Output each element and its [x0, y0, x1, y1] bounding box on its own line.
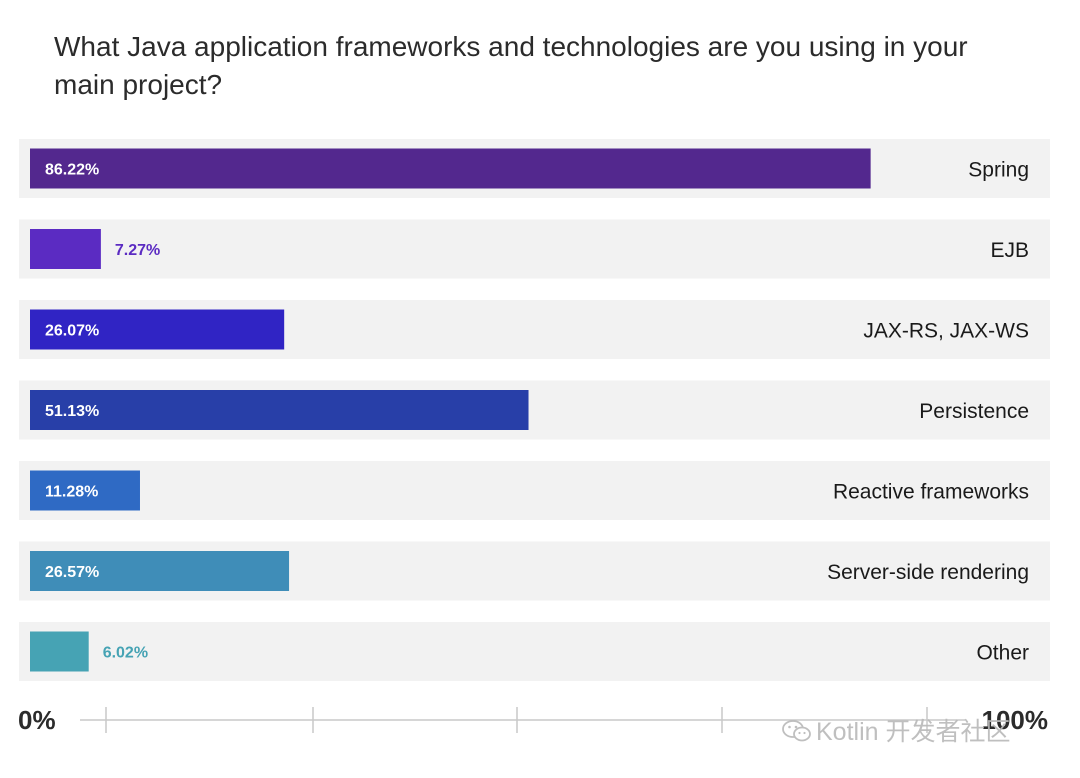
- chart-title: What Java application frameworks and tec…: [54, 31, 968, 100]
- bar-jax-rs-jax-ws: [30, 309, 285, 350]
- bar-server-side-rendering: [30, 551, 290, 591]
- watermark: Kotlin 开发者社区: [782, 712, 1010, 748]
- data-label-reactive-frameworks: 11.28%: [45, 484, 98, 501]
- bar-ejb: [30, 229, 101, 269]
- data-label-other: 6.02%: [103, 645, 148, 662]
- data-label-spring: 86.22%: [45, 162, 99, 179]
- category-label-jax-rs-jax-ws: JAX-RS, JAX-WS: [863, 320, 1029, 343]
- bar-reactive-frameworks: [30, 470, 140, 511]
- category-label-reactive-frameworks: Reactive frameworks: [833, 481, 1029, 504]
- data-label-persistence: 51.13%: [45, 403, 99, 420]
- category-label-server-side-rendering: Server-side rendering: [827, 561, 1029, 584]
- data-label-server-side-rendering: 26.57%: [45, 564, 99, 581]
- category-label-other: Other: [976, 642, 1029, 665]
- data-label-jax-rs-jax-ws: 26.07%: [45, 323, 99, 340]
- watermark-text: Kotlin 开发者社区: [816, 718, 1011, 746]
- bar-spring: [30, 148, 871, 189]
- data-label-ejb: 7.27%: [115, 242, 160, 259]
- category-label-persistence: Persistence: [919, 400, 1029, 423]
- bar-other: [30, 631, 89, 672]
- row-background-other: [19, 622, 1050, 681]
- x-axis-max-label: 100%: [982, 705, 1049, 735]
- bar-persistence: [30, 390, 529, 430]
- x-axis-min-label: 0%: [18, 705, 56, 735]
- row-background-ejb: [19, 219, 1050, 279]
- category-label-spring: Spring: [968, 159, 1029, 182]
- wechat-icon: [782, 720, 811, 742]
- category-label-ejb: EJB: [990, 239, 1029, 262]
- row-background-reactive-frameworks: [19, 461, 1050, 520]
